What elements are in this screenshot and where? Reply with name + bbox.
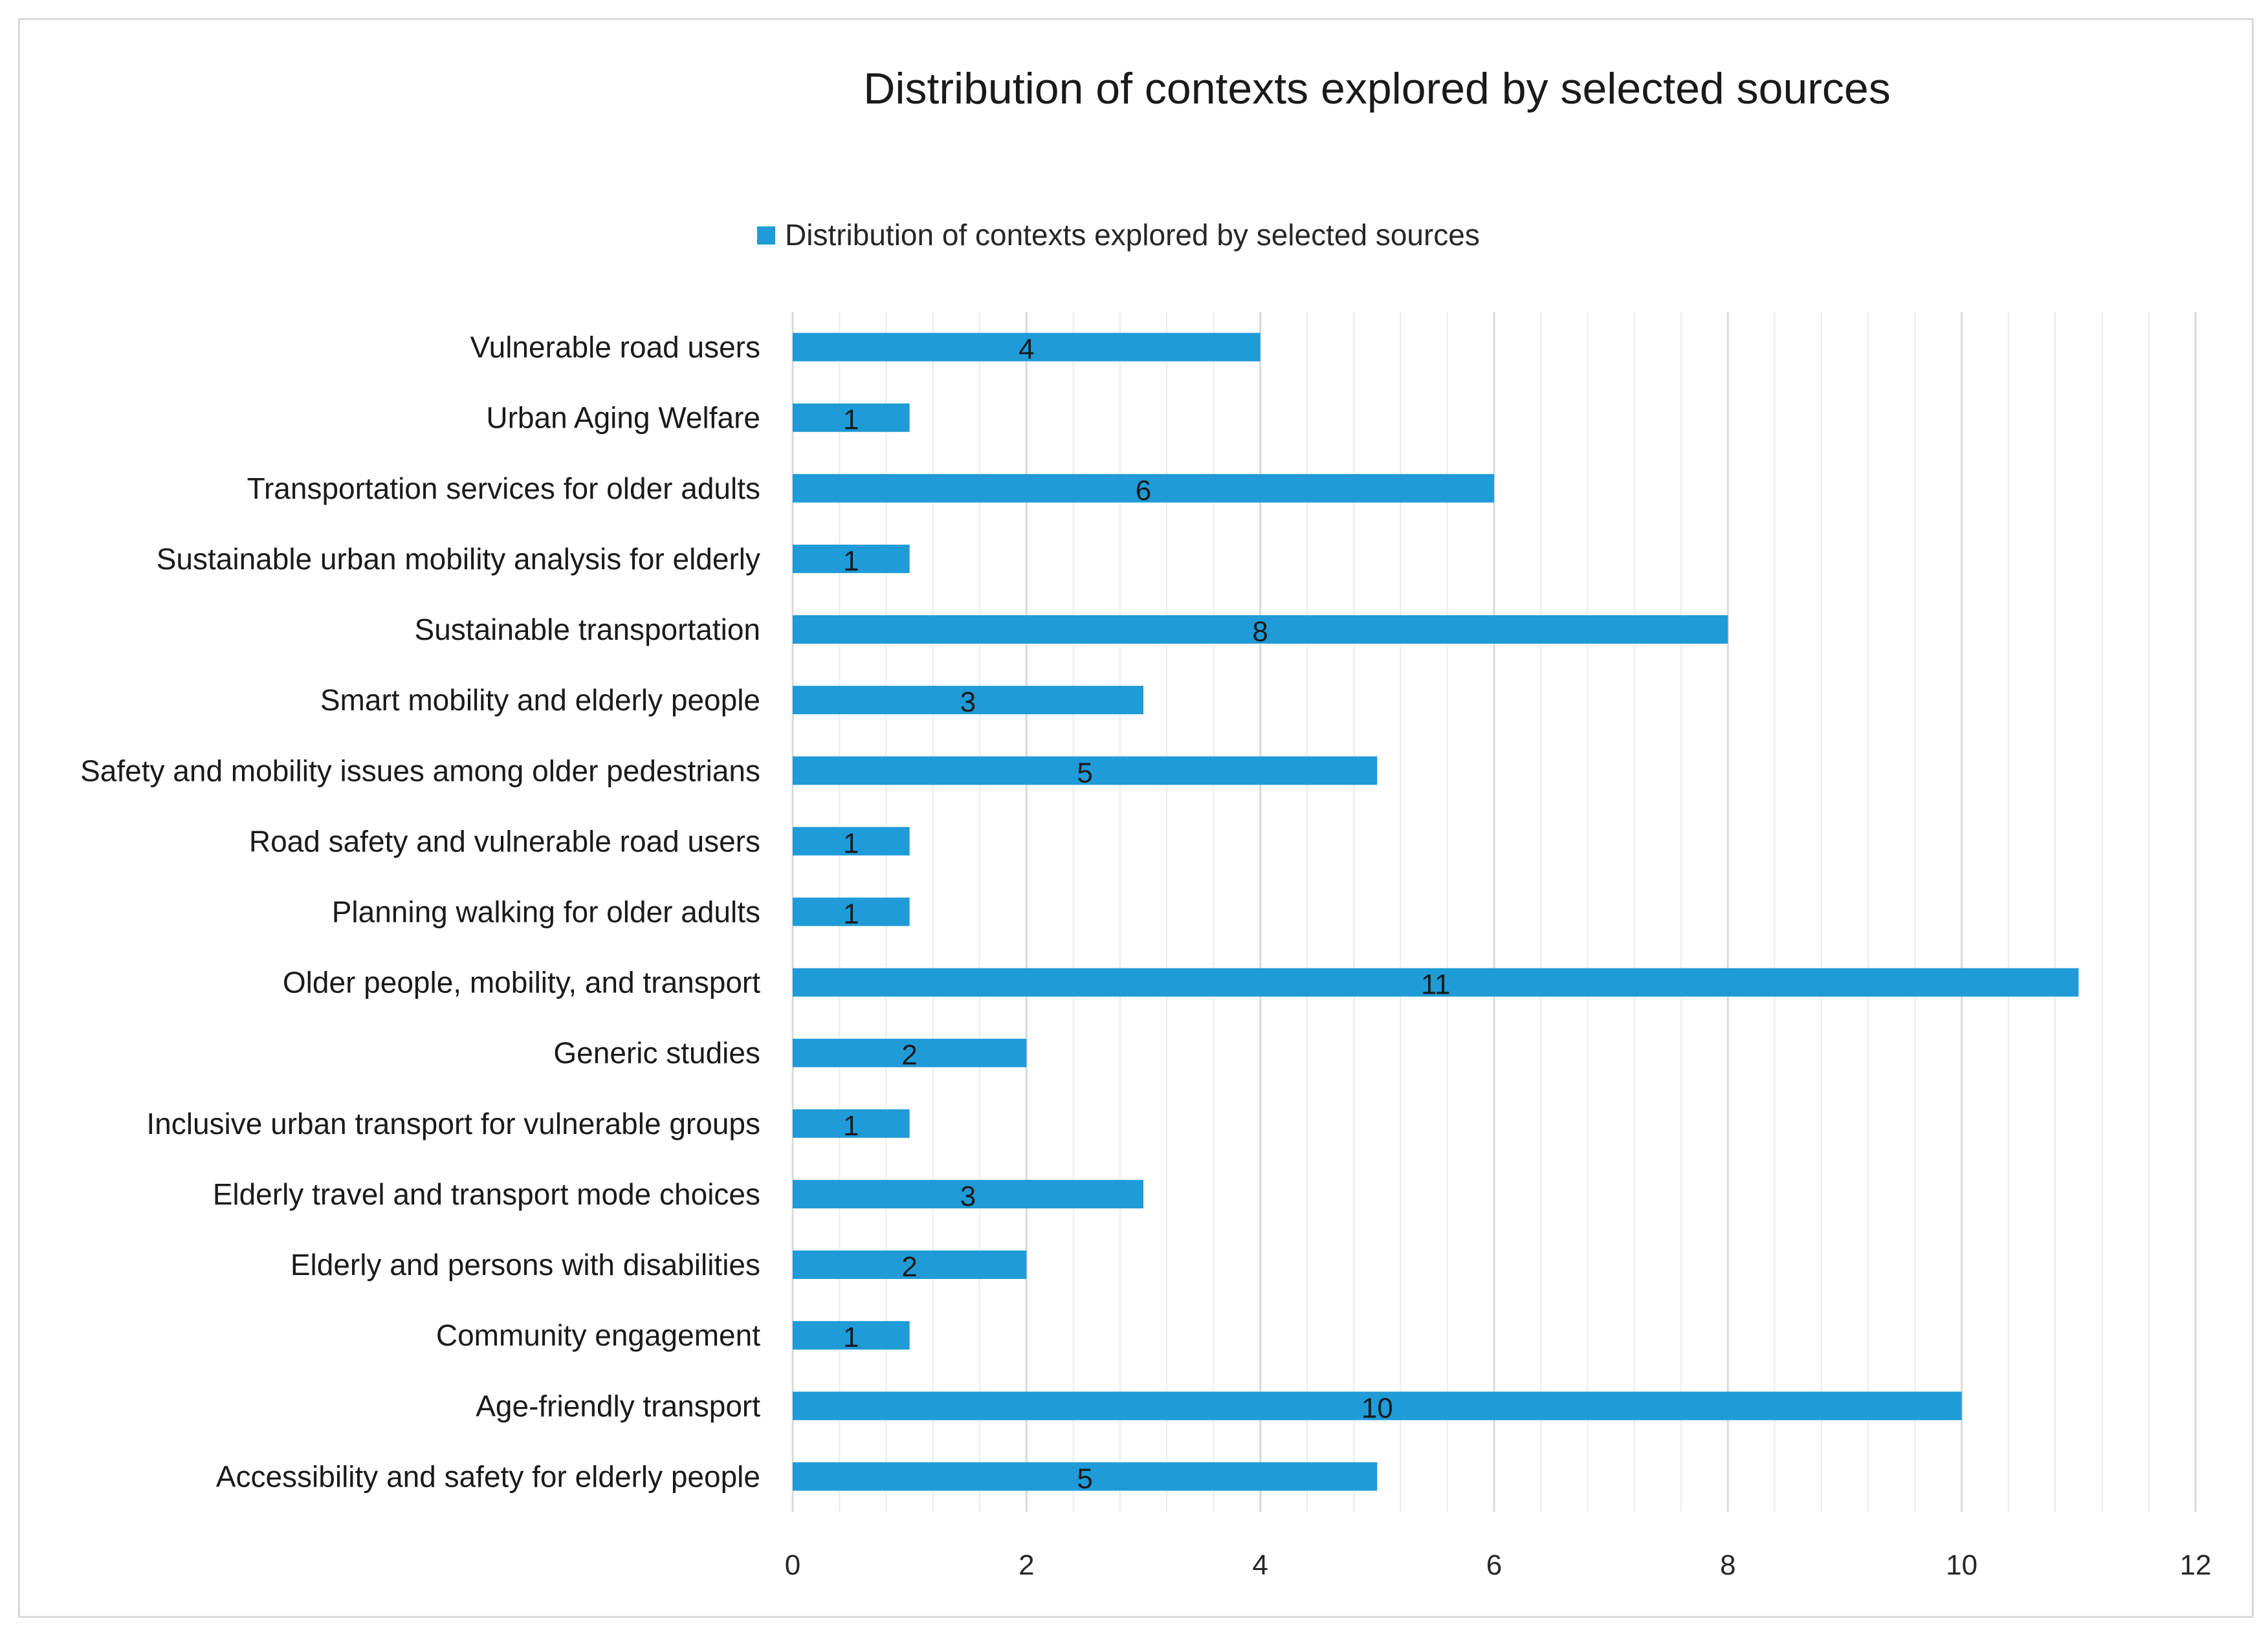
category-label: Vulnerable road users	[470, 331, 760, 364]
bar	[793, 544, 910, 573]
bar	[793, 1038, 1027, 1067]
data-label: 8	[1252, 616, 1268, 648]
x-tick-label: 8	[1720, 1549, 1735, 1581]
x-axis-tick-labels: 0 2 4 6 8 10 12	[785, 1549, 2212, 1581]
category-label: Inclusive urban transport for vulnerable…	[146, 1107, 760, 1140]
data-label: 1	[843, 404, 859, 436]
category-label: Community engagement	[436, 1318, 760, 1352]
data-label: 4	[1018, 334, 1034, 365]
data-label: 3	[960, 1181, 976, 1212]
data-label: 1	[843, 899, 859, 930]
category-label: Elderly and persons with disabilities	[291, 1248, 760, 1282]
bar	[793, 474, 1494, 503]
category-label: Age-friendly transport	[476, 1389, 760, 1423]
data-label: 2	[901, 1251, 917, 1283]
legend-swatch	[757, 226, 775, 245]
legend: Distribution of contexts explored by sel…	[757, 218, 1480, 252]
gridlines	[791, 312, 2197, 1512]
bar	[793, 1391, 1962, 1421]
data-label: 10	[1361, 1392, 1393, 1424]
legend-label: Distribution of contexts explored by sel…	[785, 218, 1480, 252]
chart-title: Distribution of contexts explored by sel…	[863, 64, 1890, 113]
x-tick-label: 10	[1946, 1549, 1977, 1581]
bar	[793, 897, 910, 926]
category-label: Sustainable transportation	[415, 613, 760, 646]
data-label: 1	[843, 1322, 859, 1353]
bar	[793, 686, 1143, 715]
category-label: Transportation services for older adults	[247, 472, 760, 505]
bar	[793, 403, 910, 432]
data-label: 2	[901, 1040, 917, 1071]
bar	[793, 1462, 1378, 1491]
x-tick-label: 0	[785, 1549, 800, 1581]
data-label: 5	[1077, 1463, 1092, 1494]
category-label: Safety and mobility issues among older p…	[80, 754, 760, 787]
chart-frame	[18, 18, 2254, 1618]
data-label: 1	[843, 827, 859, 859]
x-tick-label: 4	[1252, 1549, 1268, 1581]
data-label: 11	[1421, 969, 1451, 1001]
bar	[793, 1109, 910, 1138]
category-label: Elderly travel and transport mode choice…	[213, 1177, 760, 1211]
x-tick-label: 6	[1486, 1549, 1502, 1581]
category-label: Older people, mobility, and transport	[283, 966, 760, 999]
bar	[793, 1250, 1027, 1280]
category-label: Planning walking for older adults	[332, 895, 760, 929]
x-tick-label: 12	[2180, 1549, 2212, 1581]
bar	[793, 1179, 1143, 1208]
category-label: Generic studies	[553, 1036, 760, 1070]
bar	[793, 756, 1378, 785]
bar	[793, 333, 1261, 362]
category-label: Accessibility and safety for elderly peo…	[216, 1459, 760, 1493]
bar	[793, 827, 910, 856]
bars	[793, 333, 2079, 1491]
bar	[793, 1321, 910, 1350]
data-label: 5	[1077, 757, 1092, 789]
data-label: 1	[843, 1110, 859, 1142]
bar	[793, 615, 1728, 644]
category-label: Urban Aging Welfare	[486, 401, 760, 435]
data-label: 1	[843, 545, 859, 577]
data-label: 3	[960, 686, 976, 718]
category-label: Sustainable urban mobility analysis for …	[157, 542, 760, 576]
category-label: Road safety and vulnerable road users	[249, 824, 760, 858]
x-tick-label: 2	[1018, 1549, 1034, 1581]
data-label: 6	[1136, 475, 1151, 507]
category-labels: Vulnerable road users Urban Aging Welfare…	[80, 331, 760, 1494]
bar	[793, 968, 2079, 997]
category-label: Smart mobility and elderly people	[320, 683, 760, 717]
